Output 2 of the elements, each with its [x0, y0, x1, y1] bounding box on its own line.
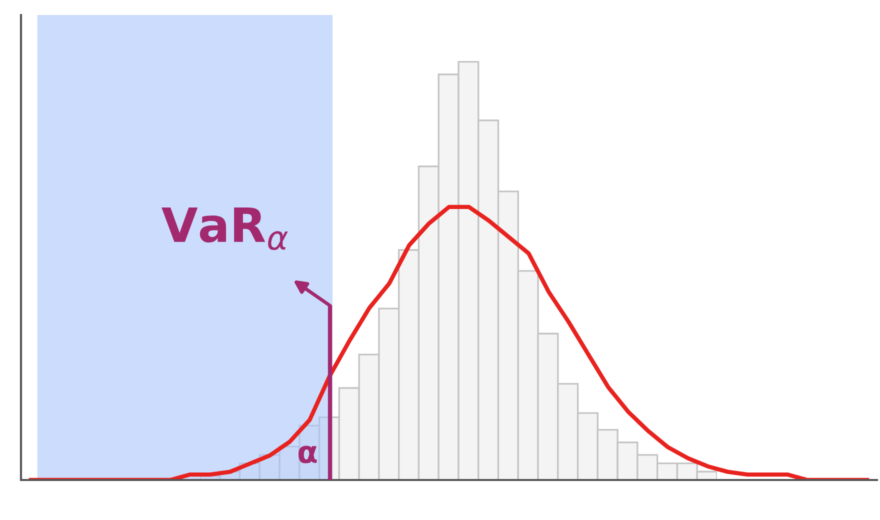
annotation: α [298, 446, 317, 464]
annotation: VaR$_{α}$ [162, 207, 288, 250]
